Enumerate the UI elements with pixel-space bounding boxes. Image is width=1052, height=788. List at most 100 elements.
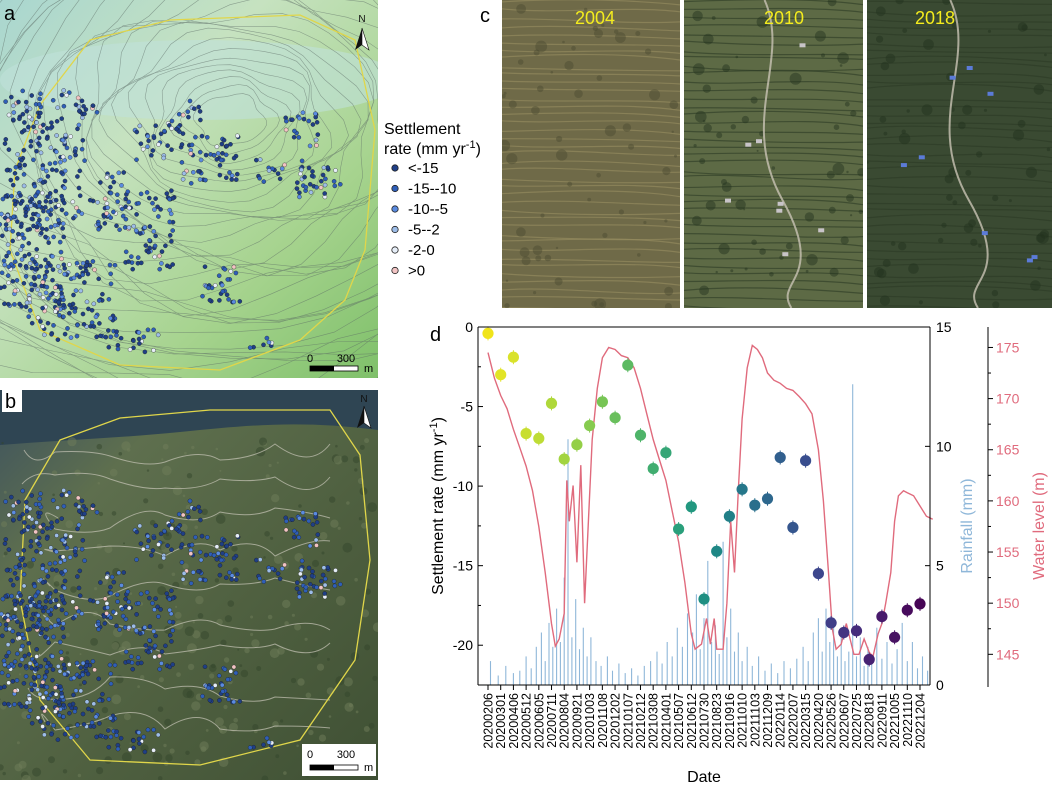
map-point	[60, 626, 65, 631]
map-point	[123, 249, 129, 255]
x-tick-label: 20220818	[863, 693, 877, 749]
map-point	[299, 158, 305, 164]
settlement-point	[863, 653, 875, 666]
map-point	[50, 654, 55, 659]
map-point	[15, 251, 20, 257]
map-point	[0, 222, 3, 227]
map-point	[118, 735, 124, 741]
map-point	[162, 528, 167, 534]
map-point	[45, 594, 50, 599]
map-point	[49, 520, 54, 525]
settlement-point	[673, 523, 685, 535]
map-point	[85, 271, 91, 277]
map-point	[26, 124, 31, 130]
map-point	[164, 591, 170, 596]
map-point	[127, 347, 133, 352]
map-point	[322, 191, 327, 196]
map-point	[20, 111, 26, 117]
map-point	[16, 499, 21, 505]
map-point	[102, 596, 108, 602]
map-point	[36, 541, 41, 546]
map-point	[275, 171, 281, 176]
map-point	[6, 512, 12, 518]
map-point	[215, 551, 221, 556]
map-point	[50, 167, 55, 172]
map-point	[54, 168, 59, 173]
map-point	[61, 234, 66, 240]
map-point	[21, 148, 27, 153]
map-point	[3, 137, 9, 142]
map-point	[27, 696, 32, 702]
map-point	[321, 565, 327, 570]
map-point	[123, 196, 128, 202]
map-point	[155, 732, 161, 738]
map-point	[141, 334, 146, 340]
map-point	[40, 705, 45, 711]
map-point	[309, 573, 315, 579]
map-point	[21, 635, 27, 641]
map-a-points	[0, 88, 343, 355]
map-point	[15, 619, 20, 624]
map-point	[170, 662, 175, 667]
map-point	[61, 88, 66, 93]
map-point	[63, 611, 69, 616]
map-point	[197, 149, 203, 155]
map-point	[46, 260, 51, 266]
map-point	[23, 606, 28, 612]
map-point	[53, 197, 59, 203]
map-point	[157, 653, 162, 659]
x-tick-label: 20211103	[748, 693, 762, 747]
map-point	[179, 142, 185, 147]
map-point	[31, 557, 36, 563]
map-point	[169, 188, 174, 193]
map-point	[33, 267, 38, 272]
map-point	[29, 596, 35, 602]
map-point	[307, 543, 313, 549]
map-point	[33, 129, 38, 135]
map-point	[21, 183, 27, 189]
y-left-axis-title: Settlement rate (mm yr-1)	[428, 417, 447, 595]
map-point	[108, 681, 114, 687]
map-point	[144, 190, 150, 195]
x-tick-label: 20210212	[634, 693, 648, 749]
map-point	[92, 667, 97, 673]
map-point	[167, 233, 173, 238]
map-point	[38, 664, 44, 669]
settlement-point	[584, 420, 596, 432]
map-point	[18, 201, 23, 206]
map-a-scale-unit: m	[364, 363, 373, 375]
map-point	[159, 249, 165, 254]
map-point	[13, 206, 18, 212]
map-point	[261, 742, 266, 748]
map-point	[332, 183, 338, 189]
map-point	[82, 280, 87, 285]
map-point	[222, 267, 228, 272]
map-point	[29, 720, 35, 726]
map-point	[147, 195, 152, 201]
map-point	[53, 292, 59, 297]
map-point	[277, 176, 283, 182]
map-point	[196, 504, 201, 510]
map-point	[40, 180, 46, 185]
map-a-contours	[0, 0, 378, 378]
map-point	[192, 506, 197, 511]
map-point	[136, 330, 142, 335]
map-point	[61, 714, 66, 719]
map-point	[23, 99, 29, 105]
x-tick-label: 20220207	[786, 693, 800, 749]
x-tick-label: 20200512	[520, 693, 534, 749]
map-point	[185, 109, 191, 114]
map-point	[319, 578, 324, 584]
map-point	[319, 178, 324, 184]
map-point	[94, 334, 99, 340]
map-point	[321, 165, 327, 170]
map-point	[231, 264, 237, 270]
map-point	[19, 304, 24, 309]
map-point	[64, 145, 70, 151]
map-point	[44, 126, 50, 131]
map-point	[261, 179, 267, 184]
x-tick-label: 20211209	[761, 693, 775, 748]
map-point	[257, 157, 263, 162]
map-point	[48, 612, 53, 617]
map-point	[85, 671, 91, 677]
